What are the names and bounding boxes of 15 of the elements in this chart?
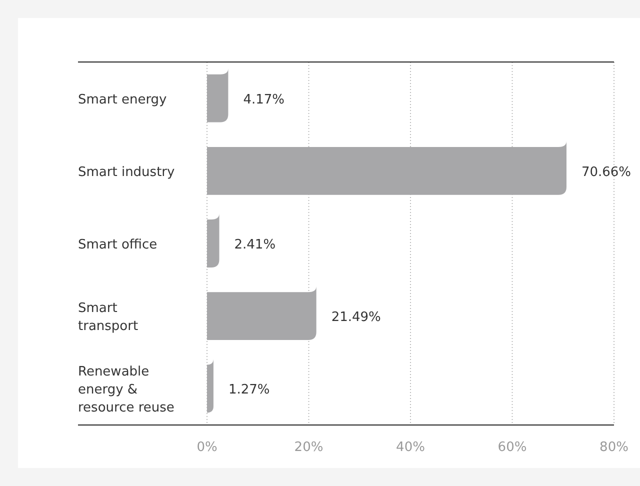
y-tick-label: Smart industry: [78, 164, 176, 180]
x-tick-label: 40%: [396, 440, 425, 455]
y-tick-label: Smart transport: [78, 301, 138, 334]
x-tick-label: 20%: [294, 440, 324, 455]
x-tick-label: 0%: [196, 440, 218, 455]
y-tick-label: Renewable energy & resource reuse: [78, 364, 174, 416]
x-tick-label: 80%: [600, 440, 628, 455]
x-tick-label: 60%: [498, 440, 527, 455]
y-tick-label: Smart office: [78, 238, 158, 252]
y-tick-label: Smart energy: [78, 92, 168, 108]
data-label: 1.27%: [228, 382, 270, 398]
data-label: 4.17%: [243, 92, 285, 108]
data-label: 70.66%: [581, 164, 632, 180]
data-label: 2.41%: [234, 238, 276, 252]
data-label: 21.49%: [331, 310, 381, 326]
